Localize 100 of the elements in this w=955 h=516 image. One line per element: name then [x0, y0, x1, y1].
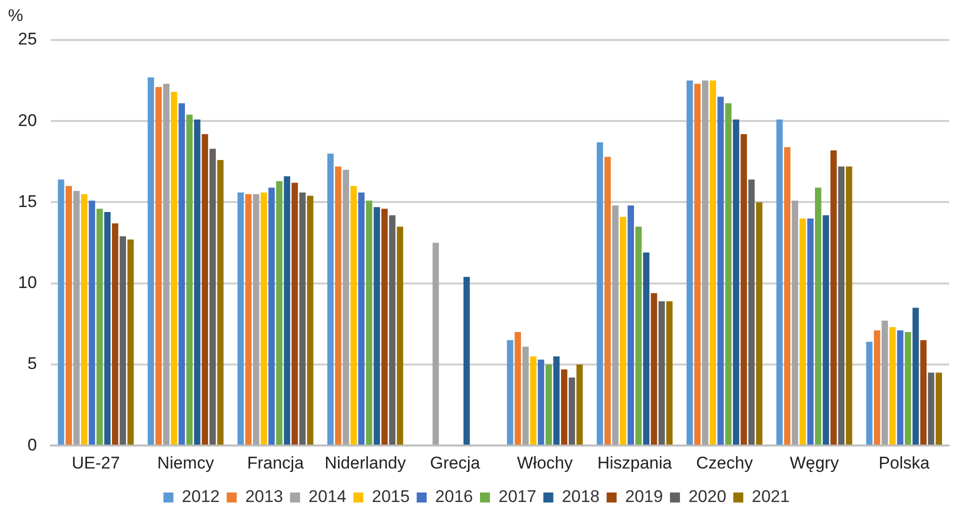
bar: [904, 332, 912, 445]
bar: [635, 226, 642, 445]
bar: [389, 215, 396, 445]
bar: [276, 181, 282, 445]
bar: [658, 301, 665, 445]
y-tick-label: 20: [18, 110, 37, 130]
legend-label: 2015: [372, 487, 410, 506]
legend-label: 2012: [182, 487, 220, 506]
y-axis-title: %: [8, 6, 24, 26]
bar: [740, 134, 747, 445]
bar: [299, 192, 306, 445]
bar: [822, 215, 830, 445]
bar: [866, 342, 873, 445]
legend-label: 2019: [625, 487, 663, 506]
bar: [604, 156, 611, 445]
legend-label: 2020: [688, 487, 726, 506]
bar: [936, 372, 942, 445]
bar: [912, 308, 919, 445]
bar: [928, 372, 934, 445]
x-tick-label: Francja: [247, 453, 304, 472]
bar: [252, 194, 260, 445]
bar: [553, 356, 560, 445]
bar: [702, 80, 708, 445]
bar: [366, 200, 372, 445]
bar: [612, 205, 619, 445]
bar: [792, 200, 798, 445]
bar: [350, 186, 357, 445]
bar: [307, 196, 314, 445]
bar: [432, 242, 439, 445]
legend-label: 2016: [435, 487, 474, 506]
legend-label: 2017: [498, 487, 536, 506]
bar: [732, 120, 740, 445]
x-tick-label: Czechy: [696, 453, 754, 472]
x-tick-label: Węgry: [790, 453, 840, 472]
legend-label: 2013: [245, 487, 284, 506]
bar: [710, 80, 716, 445]
bar: [155, 87, 162, 445]
bar: [666, 301, 673, 445]
bar: [381, 208, 388, 445]
bar: [292, 182, 298, 445]
bar: [686, 80, 693, 445]
bar: [178, 103, 185, 445]
bar: [620, 216, 626, 445]
bar: [546, 364, 552, 445]
bar: [260, 192, 268, 445]
x-tick-label: Niderlandy: [324, 453, 406, 472]
bar: [874, 330, 880, 445]
bar: [217, 160, 224, 445]
bar: [889, 327, 896, 445]
x-tick-label: Włochy: [516, 453, 574, 472]
legend-label: 2014: [308, 487, 346, 506]
bar: [756, 202, 762, 445]
bar: [209, 148, 216, 445]
bar: [186, 114, 193, 445]
bar: [73, 190, 80, 445]
legend-label: 2021: [752, 487, 790, 506]
bar: [81, 194, 88, 445]
x-tick-label: Grecja: [430, 453, 481, 472]
bar: [170, 92, 178, 445]
bar: [202, 134, 208, 445]
bar: [882, 320, 888, 445]
x-tick-label: UE-27: [72, 453, 120, 472]
bar: [920, 340, 927, 445]
bar: [88, 200, 96, 445]
bar: [112, 223, 118, 445]
bar: [358, 192, 365, 445]
x-tick-label: Polska: [878, 453, 930, 472]
bar: [327, 154, 334, 445]
bar: [463, 276, 470, 445]
bar: [576, 364, 583, 445]
y-tick-label: 0: [27, 435, 37, 454]
bar: [897, 330, 904, 445]
bar: [58, 180, 64, 445]
bar: [522, 346, 529, 445]
bar: [814, 188, 822, 445]
bar: [800, 218, 806, 445]
bar: [846, 166, 852, 445]
x-tick-label: Hiszpania: [597, 453, 673, 472]
bar: [530, 356, 536, 445]
bar: [163, 84, 170, 445]
bar: [268, 188, 275, 445]
bar: [514, 332, 521, 445]
bar: [396, 226, 404, 445]
bar: [506, 340, 514, 445]
bar: [628, 205, 634, 445]
bar: [650, 293, 658, 445]
bar: [66, 186, 72, 445]
bar: [568, 377, 576, 445]
bar: [807, 218, 814, 445]
y-tick-label: 5: [27, 354, 37, 374]
bar: [784, 147, 790, 445]
bar: [127, 240, 134, 445]
bar: [776, 120, 783, 445]
bar: [342, 170, 350, 445]
bar: [725, 103, 732, 445]
bar: [245, 194, 252, 445]
bar: [120, 236, 126, 445]
bar: [335, 166, 342, 445]
y-tick-label: 25: [18, 30, 37, 49]
bar: [104, 212, 111, 445]
